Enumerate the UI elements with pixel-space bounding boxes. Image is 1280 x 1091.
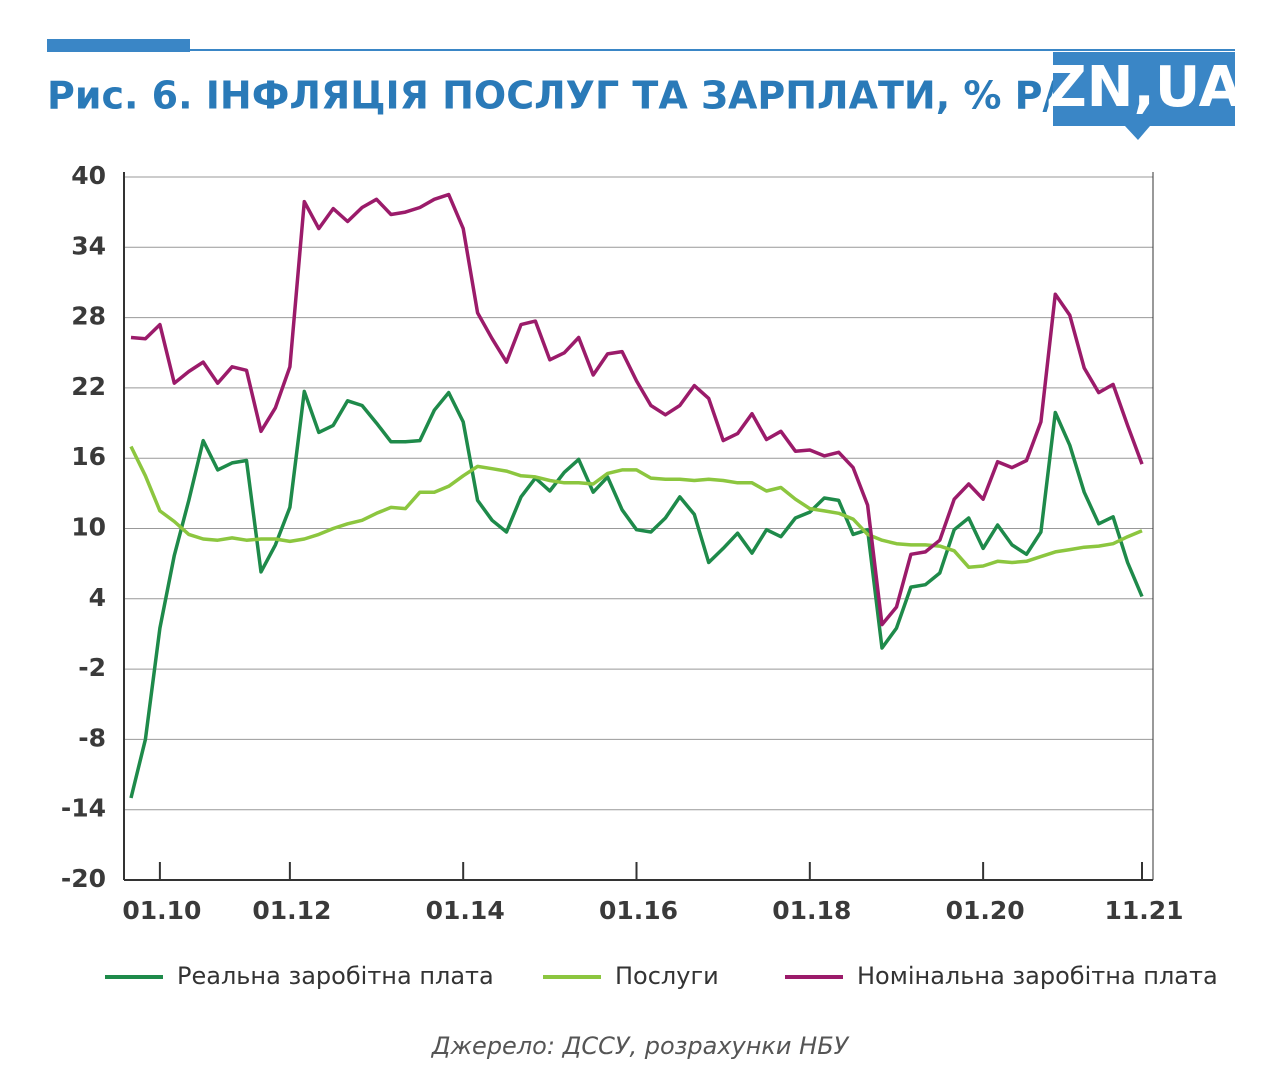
- y-tick-label: -2: [78, 653, 106, 682]
- y-tick-label: 28: [71, 302, 106, 331]
- y-tick-label: -8: [78, 723, 106, 752]
- logo-box: [1053, 52, 1235, 126]
- series-line: [129, 445, 1143, 569]
- y-tick-label: -14: [61, 794, 106, 823]
- x-tick-label: 01.20: [946, 896, 1025, 925]
- y-tick-label: -20: [61, 864, 106, 893]
- legend-label: Номінальна заробітна плата: [857, 962, 1218, 990]
- y-tick-label: 34: [71, 231, 106, 260]
- y-tick-label: 4: [89, 583, 106, 612]
- x-tick-label: 01.10: [122, 896, 201, 925]
- chart-title: Рис. 6. ІНФЛЯЦІЯ ПОСЛУГ ТА ЗАРПЛАТИ, % Р…: [47, 74, 1084, 118]
- x-tick-label: 11.21: [1104, 896, 1183, 925]
- logo: ZN,UA: [1046, 55, 1242, 120]
- logo-tail: [1125, 126, 1150, 140]
- series-line: [129, 389, 1144, 799]
- y-tick-label: 16: [71, 442, 106, 471]
- x-tick-label: 01.14: [426, 896, 505, 925]
- series-line: [130, 192, 1144, 627]
- x-tick-label: 01.12: [252, 896, 331, 925]
- y-tick-label: 10: [71, 513, 106, 542]
- source-note: Джерело: ДССУ, розрахунки НБУ: [431, 1032, 850, 1060]
- legend-label: Реальна заробітна плата: [177, 962, 494, 990]
- y-tick-label: 40: [71, 161, 106, 190]
- y-tick-label: 22: [71, 372, 106, 401]
- x-tick-label: 01.18: [772, 896, 851, 925]
- legend-label: Послуги: [615, 962, 719, 990]
- header-bar: [47, 39, 190, 52]
- x-tick-label: 01.16: [599, 896, 678, 925]
